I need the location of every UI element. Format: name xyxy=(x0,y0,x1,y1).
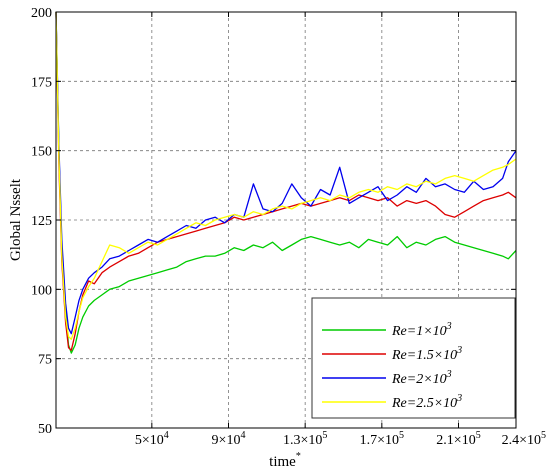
legend-items: Re=1×103 Re=1.5×103 Re=2×103 Re=2.5×103 xyxy=(322,321,462,411)
y-tick-label: 175 xyxy=(31,75,52,90)
x-tick-label: 9×104 xyxy=(212,430,246,448)
series-line xyxy=(55,11,517,351)
y-tick-label: 150 xyxy=(31,145,52,160)
x-tick-label: 1.7×105 xyxy=(360,430,404,448)
y-tick-label: 100 xyxy=(31,283,52,298)
y-tick-label: 200 xyxy=(31,6,52,21)
y-tick-label: 75 xyxy=(38,353,52,368)
legend-label: Re=2.5×103 xyxy=(391,393,462,411)
legend-label: Re=2×103 xyxy=(391,369,452,387)
x-tick-label: 1.3×105 xyxy=(283,430,327,448)
x-axis-label-superscript: * xyxy=(296,451,301,462)
y-axis-label: Global Nsselt xyxy=(8,178,24,261)
series-line xyxy=(55,11,517,354)
x-tick-labels: 5×104 9×104 1.3×105 1.7×105 2.1×105 2.4×105 xyxy=(135,430,546,448)
legend: Re=1×103 Re=1.5×103 Re=2×103 Re=2.5×103 xyxy=(311,297,516,419)
x-axis-label-text: time xyxy=(269,454,296,470)
x-axis-label: time* xyxy=(269,451,301,470)
y-tick-labels: 50 75 100 125 150 175 200 xyxy=(31,6,52,437)
x-tick-label: 5×104 xyxy=(135,430,169,448)
y-tick-label: 50 xyxy=(38,422,52,437)
legend-label: Re=1.5×103 xyxy=(391,345,462,363)
grid-lines xyxy=(56,12,516,428)
y-tick-label: 125 xyxy=(31,214,52,229)
series-line xyxy=(55,11,517,340)
x-tick-label: 2.1×105 xyxy=(436,430,480,448)
series-line xyxy=(55,11,517,335)
legend-label: Re=1×103 xyxy=(391,321,452,339)
legend-box xyxy=(311,297,516,419)
x-tick-label: 2.4×105 xyxy=(502,430,546,448)
series-lines xyxy=(55,11,517,354)
